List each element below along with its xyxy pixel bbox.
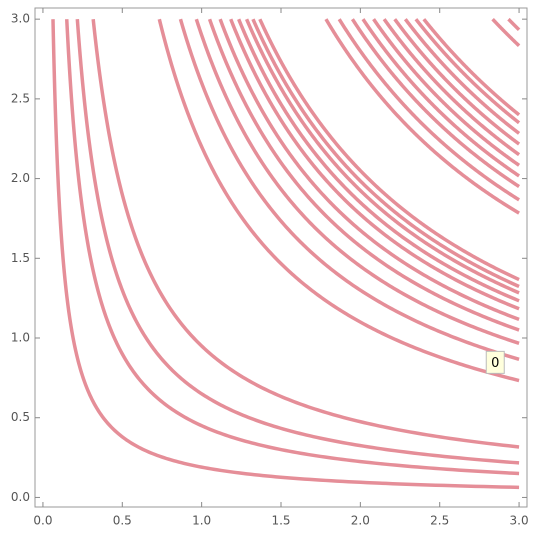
contour-line <box>64 19 520 476</box>
contour-line <box>337 18 520 202</box>
contour-line <box>382 18 521 157</box>
contour-line <box>229 18 520 311</box>
contour-line <box>324 18 520 215</box>
contour-line <box>218 18 520 322</box>
y-tick-label: 1.5 <box>11 251 30 265</box>
y-tick-label: 0.0 <box>11 490 30 504</box>
contour-line <box>237 18 520 303</box>
contour-line <box>75 19 520 465</box>
y-tick-label: 0.5 <box>11 410 30 424</box>
contour-line <box>245 18 520 295</box>
contour-line <box>393 18 521 146</box>
y-tick-label: 2.5 <box>11 91 30 105</box>
x-tick-label: 3.0 <box>510 514 529 528</box>
y-tick-label: 3.0 <box>11 12 30 26</box>
contour-line <box>207 18 520 332</box>
x-tick-label: 0.5 <box>113 514 132 528</box>
contour-line <box>403 18 521 135</box>
contour-line <box>372 18 521 167</box>
contour-line <box>350 18 521 189</box>
x-tick-label: 1.5 <box>271 514 290 528</box>
contour-label: 0 <box>491 356 499 371</box>
contour-label-box <box>485 350 505 374</box>
y-tick-label: 1.0 <box>11 331 30 345</box>
contour-line <box>258 18 520 282</box>
contour-line <box>194 18 520 345</box>
x-tick-label: 2.5 <box>430 514 449 528</box>
plot-frame <box>34 7 528 508</box>
x-tick-label: 2.0 <box>351 514 370 528</box>
x-tick-label: 0.0 <box>33 514 52 528</box>
contour-line <box>422 18 521 117</box>
x-tick-label: 1.0 <box>192 514 211 528</box>
contour-line <box>157 18 520 383</box>
contour-line <box>91 18 520 449</box>
contour-line <box>361 18 521 178</box>
contour-line <box>414 18 521 125</box>
contour-line <box>178 18 520 361</box>
contour-line <box>491 17 521 47</box>
contour-line <box>507 17 521 32</box>
contour-line <box>51 19 520 490</box>
contour-line <box>251 18 520 289</box>
y-tick-label: 2.0 <box>11 171 30 185</box>
